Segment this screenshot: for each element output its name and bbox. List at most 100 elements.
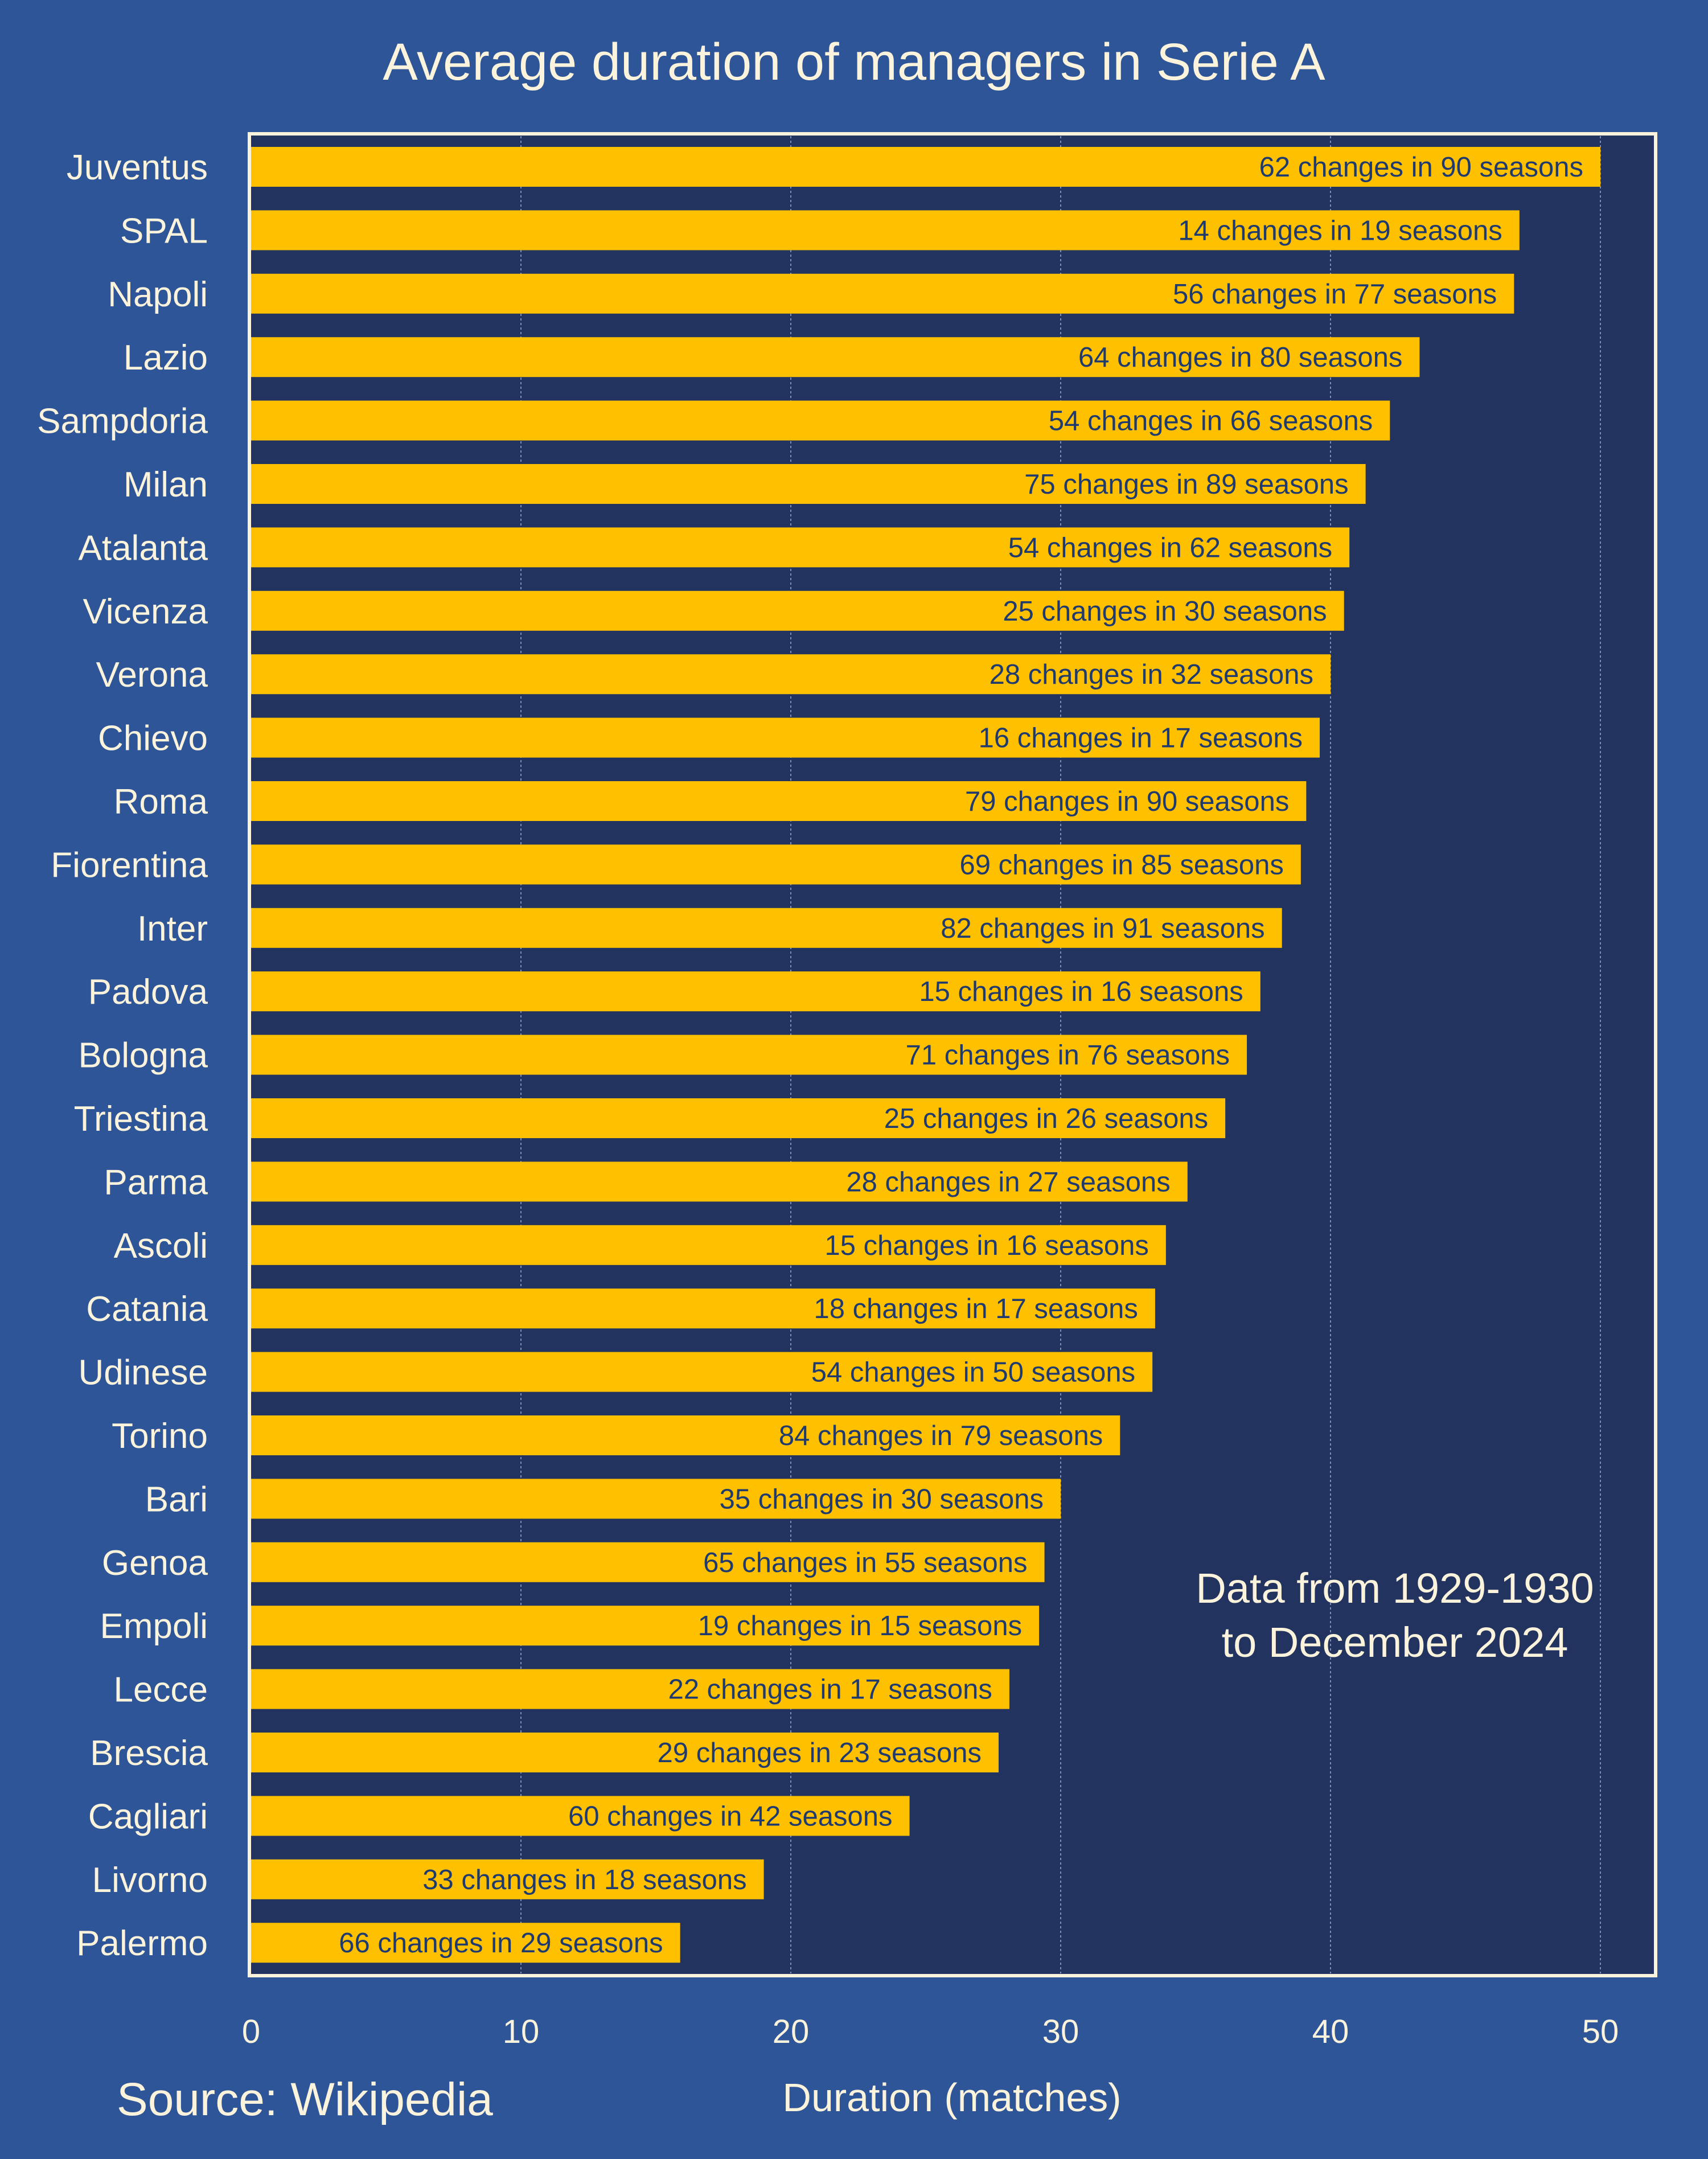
team-label-juventus: Juventus	[67, 148, 208, 187]
bar-label-udinese: 54 changes in 50 seasons	[811, 1357, 1135, 1388]
team-label-sampdoria: Sampdoria	[37, 402, 208, 441]
team-label-lecce: Lecce	[114, 1670, 208, 1710]
x-tick-0: 0	[242, 2013, 260, 2050]
x-tick-labels: 0 10 20 30 40 50	[242, 2013, 1619, 2050]
x-tick-40: 40	[1312, 2013, 1349, 2050]
team-label-inter: Inter	[137, 909, 208, 949]
x-axis-label: Duration (matches)	[782, 2075, 1121, 2120]
team-label-empoli: Empoli	[100, 1607, 208, 1646]
bar-juventus	[251, 147, 1600, 187]
note-line-1: Data from 1929-1930	[1196, 1565, 1594, 1612]
team-label-padova: Padova	[88, 972, 208, 1012]
bar-padova	[251, 971, 1261, 1012]
bar-livorno	[251, 1859, 764, 1899]
team-label-catania: Catania	[86, 1290, 208, 1329]
x-tick-50: 50	[1582, 2013, 1619, 2050]
bar-triestina	[251, 1098, 1226, 1138]
bar-parma	[251, 1161, 1188, 1202]
bar-label-spal: 14 changes in 19 seasons	[1178, 215, 1502, 246]
bar-label-triestina: 25 changes in 26 seasons	[884, 1103, 1208, 1134]
bar-brescia	[251, 1733, 999, 1772]
bar-roma	[251, 781, 1307, 821]
team-label-palermo: Palermo	[76, 1924, 208, 1963]
bar-label-padova: 15 changes in 16 seasons	[919, 976, 1243, 1007]
team-label-milan: Milan	[124, 465, 208, 504]
bar-atalanta	[251, 527, 1350, 568]
bar-label-vicenza: 25 changes in 30 seasons	[1003, 596, 1327, 627]
bar-catania	[251, 1288, 1155, 1329]
bar-empoli	[251, 1606, 1040, 1646]
bar-label-inter: 82 changes in 91 seasons	[941, 913, 1264, 944]
bars	[251, 147, 1600, 1963]
team-label-bari: Bari	[145, 1480, 208, 1519]
bar-label-verona: 28 changes in 32 seasons	[990, 659, 1313, 690]
team-label-udinese: Udinese	[79, 1353, 208, 1393]
bar-label-atalanta: 54 changes in 62 seasons	[1008, 532, 1332, 563]
bar-label-chievo: 16 changes in 17 seasons	[979, 723, 1303, 754]
team-label-brescia: Brescia	[90, 1734, 208, 1773]
bar-label-livorno: 33 changes in 18 seasons	[422, 1865, 746, 1895]
bar-label-catania: 18 changes in 17 seasons	[814, 1294, 1138, 1324]
bar-label-genoa: 65 changes in 55 seasons	[703, 1548, 1027, 1578]
team-label-vicenza: Vicenza	[83, 592, 208, 631]
bar-label-lazio: 64 changes in 80 seasons	[1078, 342, 1402, 373]
bar-bari	[251, 1479, 1061, 1519]
team-label-torino: Torino	[112, 1417, 208, 1456]
team-label-lazio: Lazio	[124, 338, 208, 377]
bar-milan	[251, 464, 1366, 504]
team-label-spal: SPAL	[120, 211, 208, 251]
team-label-livorno: Livorno	[92, 1861, 208, 1900]
bar-cagliari	[251, 1796, 910, 1836]
x-tick-20: 20	[773, 2013, 810, 2050]
x-tick-30: 30	[1042, 2013, 1079, 2050]
bar-napoli	[251, 273, 1514, 314]
bar-bologna	[251, 1035, 1247, 1075]
bar-inter	[251, 908, 1282, 948]
team-label-bologna: Bologna	[78, 1036, 208, 1076]
bar-label-bologna: 71 changes in 76 seasons	[906, 1040, 1230, 1071]
team-label-verona: Verona	[96, 655, 208, 695]
bar-label-roma: 79 changes in 90 seasons	[965, 786, 1289, 817]
bar-vicenza	[251, 590, 1344, 631]
x-tick-10: 10	[503, 2013, 540, 2050]
bar-label-ascoli: 15 changes in 16 seasons	[824, 1230, 1148, 1261]
team-label-roma: Roma	[114, 782, 208, 822]
bar-sampdoria	[251, 400, 1390, 441]
source-text: Source: Wikipedia	[117, 2074, 493, 2125]
team-label-fiorentina: Fiorentina	[51, 845, 208, 885]
chart-title: Average duration of managers in Serie A	[383, 33, 1325, 91]
bar-label-bari: 35 changes in 30 seasons	[720, 1484, 1044, 1514]
bar-lecce	[251, 1669, 1009, 1709]
bar-label-cagliari: 60 changes in 42 seasons	[568, 1801, 892, 1832]
bar-label-torino: 84 changes in 79 seasons	[779, 1421, 1103, 1451]
team-label-chievo: Chievo	[98, 719, 208, 758]
bar-fiorentina	[251, 844, 1301, 885]
team-label-atalanta: Atalanta	[78, 528, 208, 568]
bar-chievo	[251, 717, 1320, 758]
team-label-genoa: Genoa	[102, 1544, 208, 1583]
bar-label-milan: 75 changes in 89 seasons	[1024, 469, 1348, 500]
bar-label-sampdoria: 54 changes in 66 seasons	[1049, 406, 1373, 437]
bar-udinese	[251, 1352, 1153, 1392]
team-label-ascoli: Ascoli	[114, 1226, 208, 1266]
bar-torino	[251, 1415, 1120, 1455]
bar-label-palermo: 66 changes in 29 seasons	[339, 1928, 663, 1959]
bar-genoa	[251, 1542, 1045, 1582]
team-label-napoli: Napoli	[108, 275, 208, 314]
bar-label-fiorentina: 69 changes in 85 seasons	[959, 849, 1283, 880]
team-labels: Juventus SPAL Napoli Lazio Sampdoria Milan Ata…	[37, 148, 208, 1963]
bar-label-lecce: 22 changes in 17 seasons	[668, 1674, 992, 1705]
bar-palermo	[251, 1923, 680, 1963]
note-line-2: to December 2024	[1222, 1619, 1569, 1666]
bar-label-parma: 28 changes in 27 seasons	[846, 1167, 1170, 1197]
bar-label-empoli: 19 changes in 15 seasons	[698, 1611, 1022, 1641]
team-label-triestina: Triestina	[74, 1099, 208, 1139]
bar-label-brescia: 29 changes in 23 seasons	[658, 1738, 982, 1768]
team-label-parma: Parma	[104, 1163, 208, 1202]
bar-verona	[251, 654, 1331, 695]
bar-ascoli	[251, 1225, 1166, 1265]
bar-lazio	[251, 337, 1420, 377]
bar-spal	[251, 210, 1520, 251]
gridlines	[520, 136, 1601, 1973]
